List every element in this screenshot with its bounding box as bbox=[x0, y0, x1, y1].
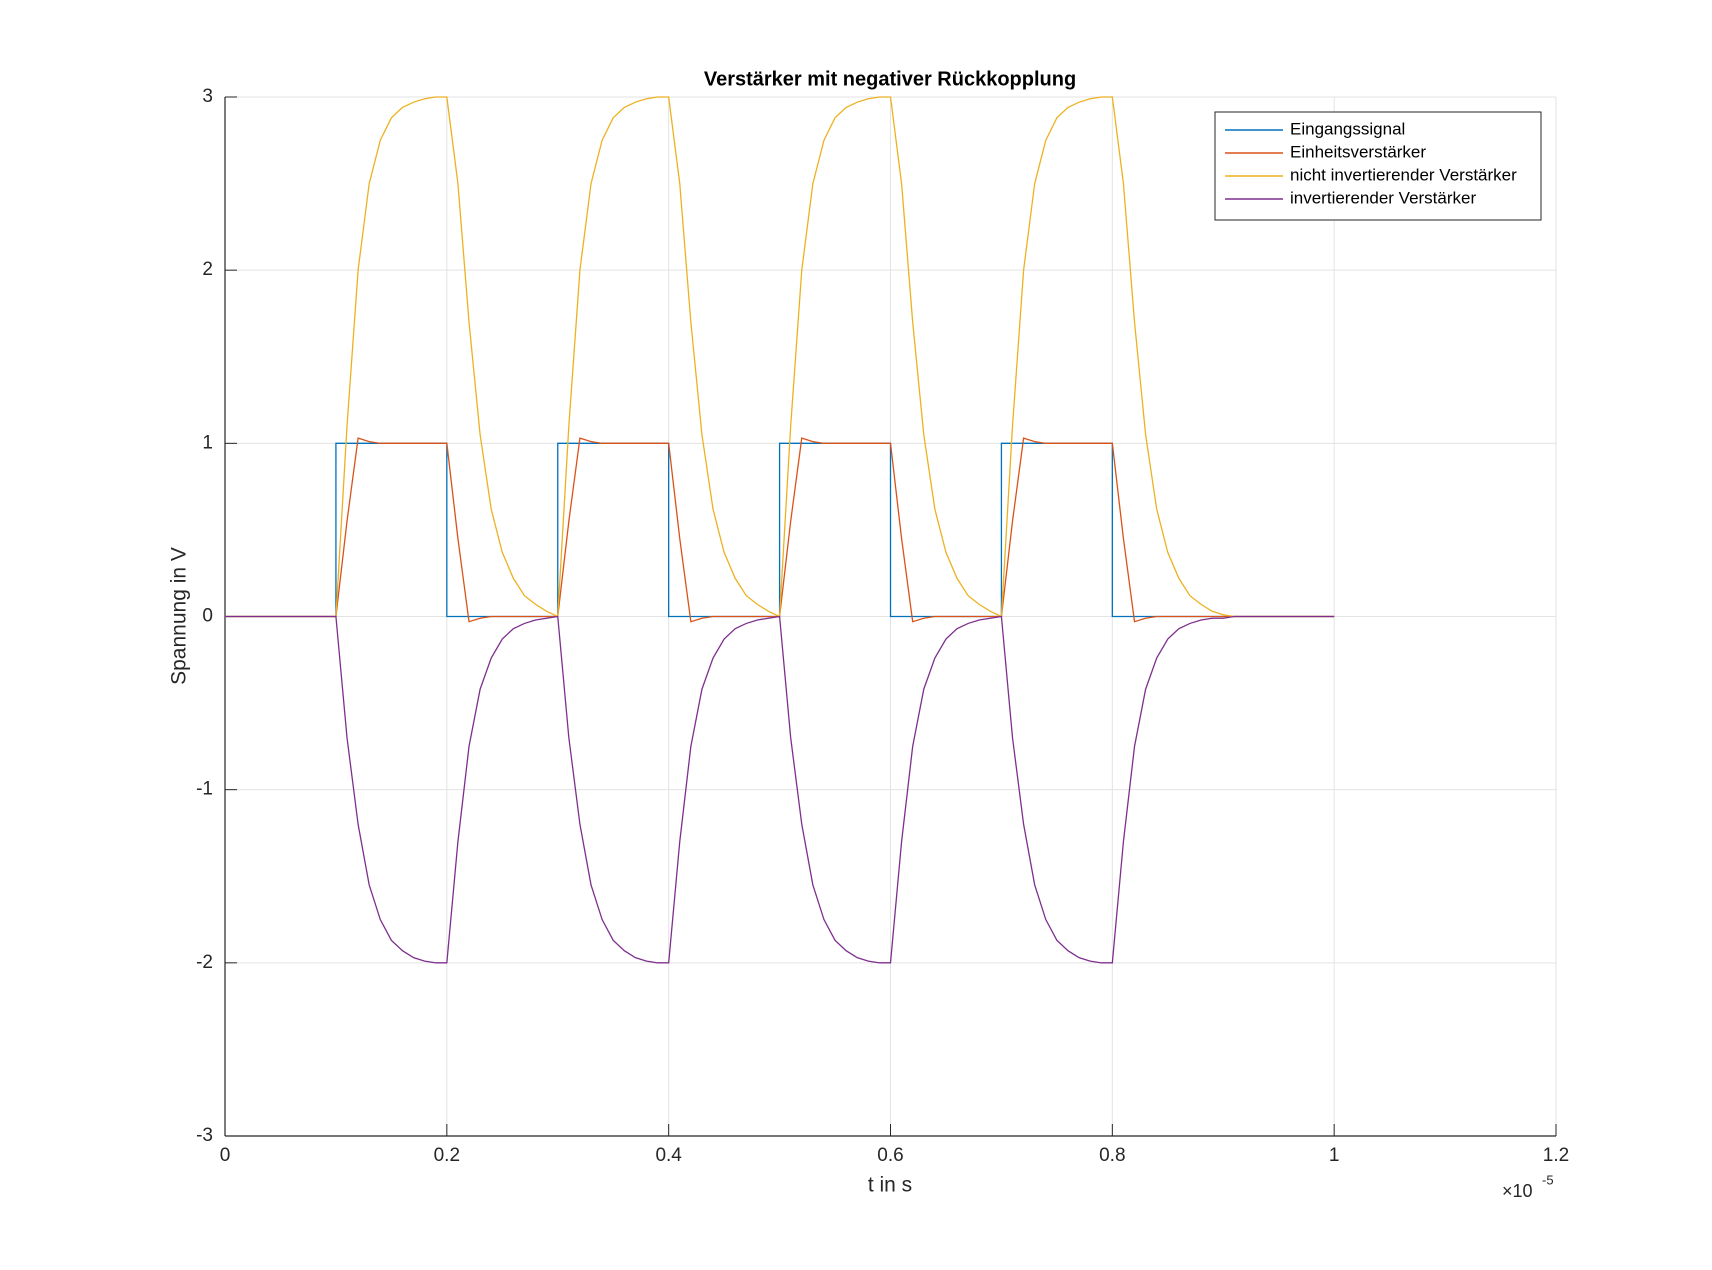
x-tick-label: 1 bbox=[1329, 1145, 1340, 1166]
y-tick-label: -1 bbox=[196, 779, 213, 800]
x-multiplier: ×10 bbox=[1502, 1181, 1533, 1201]
x-tick-label: 0.4 bbox=[655, 1145, 682, 1166]
y-tick-label: -2 bbox=[196, 952, 213, 973]
legend-label: Eingangssignal bbox=[1290, 119, 1405, 138]
chart-title: Verstärker mit negativer Rückkopplung bbox=[704, 68, 1076, 90]
series-line bbox=[225, 615, 1335, 964]
x-tick-label: 0.6 bbox=[877, 1145, 903, 1166]
x-axis-label: t in s bbox=[868, 1174, 912, 1197]
legend-label: nicht invertierender Verstärker bbox=[1290, 165, 1517, 184]
y-tick-label: 1 bbox=[202, 432, 213, 453]
x-tick-label: 0.8 bbox=[1099, 1145, 1125, 1166]
y-tick-label: 0 bbox=[202, 606, 213, 627]
series-line bbox=[225, 442, 1335, 618]
y-tick-label: 3 bbox=[202, 86, 213, 107]
x-multiplier-exponent: -5 bbox=[1542, 1172, 1554, 1187]
legend-label: Einheitsverstärker bbox=[1290, 142, 1426, 161]
legend: Eingangssignal Einheitsverstärker nicht in… bbox=[1214, 111, 1542, 221]
x-tick-label: 0.2 bbox=[434, 1145, 460, 1166]
x-tick-label: 1.2 bbox=[1543, 1145, 1569, 1166]
y-tick-label: 2 bbox=[202, 259, 213, 280]
y-axis-label: Spannung in V bbox=[168, 547, 191, 685]
y-tick-label: -3 bbox=[196, 1125, 213, 1146]
legend-label: invertierender Verstärker bbox=[1290, 188, 1476, 207]
x-tick-label: 0 bbox=[220, 1145, 231, 1166]
